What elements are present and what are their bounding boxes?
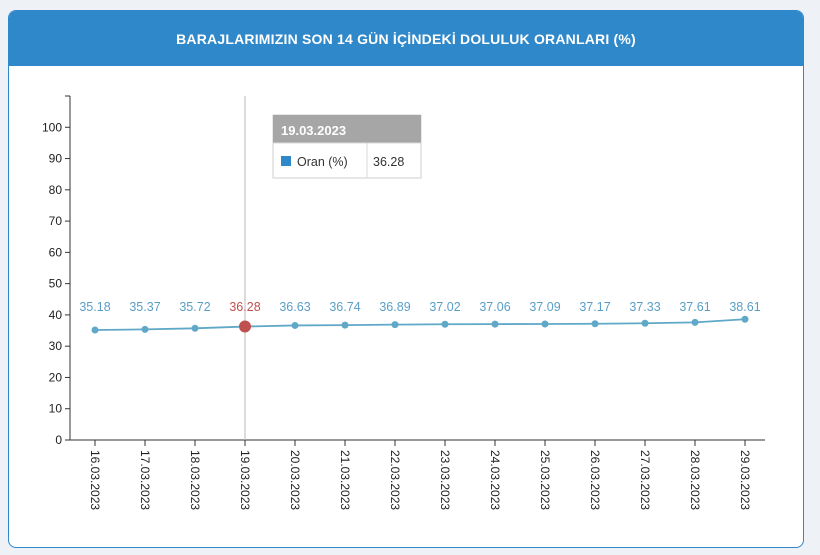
data-label: 36.63 [279, 300, 310, 314]
data-label: 36.28 [229, 300, 260, 314]
data-point[interactable] [291, 321, 299, 329]
highlighted-data-point[interactable] [239, 320, 251, 333]
x-tick-label: 29.03.2023 [738, 450, 752, 510]
x-tick-label: 17.03.2023 [138, 450, 152, 510]
data-point[interactable] [141, 325, 149, 333]
y-tick-label: 30 [49, 339, 63, 353]
data-point[interactable] [91, 326, 99, 334]
x-tick-label: 19.03.2023 [238, 450, 252, 510]
tooltip-legend-swatch [281, 156, 291, 166]
data-label: 35.72 [179, 300, 210, 314]
y-tick-label: 10 [49, 402, 63, 416]
data-point[interactable] [491, 320, 499, 328]
chart-title: BARAJLARIMIZIN SON 14 GÜN İÇİNDEKİ DOLUL… [9, 11, 803, 66]
data-label: 36.74 [329, 300, 360, 314]
tooltip-value: 36.28 [373, 155, 404, 169]
y-tick-label: 20 [49, 370, 63, 384]
data-label: 35.18 [79, 300, 110, 314]
data-label: 36.89 [379, 300, 410, 314]
chart-panel: BARAJLARIMIZIN SON 14 GÜN İÇİNDEKİ DOLUL… [8, 10, 804, 548]
x-tick-label: 28.03.2023 [688, 450, 702, 510]
y-tick-label: 90 [49, 152, 63, 166]
x-tick-label: 16.03.2023 [88, 450, 102, 510]
data-label: 37.61 [679, 300, 710, 314]
data-label: 37.09 [529, 300, 560, 314]
y-tick-label: 40 [49, 308, 63, 322]
x-tick-label: 21.03.2023 [338, 450, 352, 510]
data-label: 38.61 [729, 300, 760, 314]
y-tick-label: 80 [49, 183, 63, 197]
data-label: 37.33 [629, 300, 660, 314]
y-tick-label: 70 [49, 214, 63, 228]
data-point[interactable] [591, 320, 599, 328]
data-point[interactable] [441, 320, 449, 328]
y-tick-label: 100 [42, 120, 62, 134]
x-tick-label: 24.03.2023 [488, 450, 502, 510]
series-line [94, 318, 746, 331]
x-tick-label: 22.03.2023 [388, 450, 402, 510]
y-tick-label: 60 [49, 245, 63, 259]
x-tick-label: 25.03.2023 [538, 450, 552, 510]
y-tick-label: 50 [49, 277, 63, 291]
tooltip-date: 19.03.2023 [281, 123, 346, 138]
x-tick-label: 20.03.2023 [288, 450, 302, 510]
x-tick-label: 18.03.2023 [188, 450, 202, 510]
data-point[interactable] [341, 321, 349, 329]
data-point[interactable] [741, 315, 749, 323]
tooltip-header [273, 115, 421, 143]
data-point[interactable] [191, 324, 199, 332]
data-point[interactable] [691, 318, 699, 326]
x-tick-label: 27.03.2023 [638, 450, 652, 510]
data-label: 37.17 [579, 300, 610, 314]
tooltip: 19.03.2023 Oran (%) 36.28 [272, 114, 422, 179]
tooltip-series-label: Oran (%) [297, 155, 348, 169]
data-label: 37.06 [479, 300, 510, 314]
y-tick-label: 0 [55, 433, 62, 447]
data-point[interactable] [641, 319, 649, 327]
data-label: 37.02 [429, 300, 460, 314]
data-label: 35.37 [129, 300, 160, 314]
x-tick-label: 26.03.2023 [588, 450, 602, 510]
data-point[interactable] [541, 320, 549, 328]
x-tick-label: 23.03.2023 [438, 450, 452, 510]
data-point[interactable] [391, 321, 399, 329]
